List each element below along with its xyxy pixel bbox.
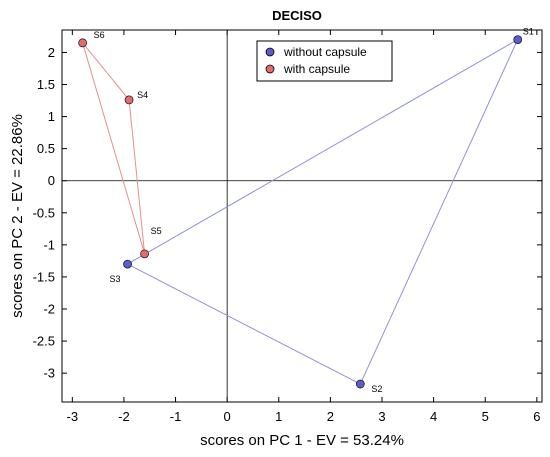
x-tick-label: 5 <box>482 409 489 424</box>
point-label-s2: S2 <box>371 384 382 394</box>
x-axis-ticks: -3 -2 -1 0 1 2 3 4 5 6 <box>67 30 540 424</box>
y-tick-label: 0 <box>48 173 55 188</box>
point-label-s3: S3 <box>110 274 121 284</box>
point-label-s4: S4 <box>137 90 148 100</box>
x-tick-label: 2 <box>327 409 334 424</box>
legend-marker-with-capsule <box>265 64 275 74</box>
point-labels: S1 S2 S3 S4 S5 S6 <box>94 27 534 394</box>
y-tick-label: -0.5 <box>33 205 55 220</box>
y-tick-label: -2.5 <box>33 334 55 349</box>
x-tick-label: 6 <box>533 409 540 424</box>
x-tick-label: -3 <box>67 409 79 424</box>
series-outlines <box>82 38 519 385</box>
y-tick-label: 1.5 <box>37 77 55 92</box>
y-axis-ticks: -3 -2.5 -2 -1.5 -1 -0.5 0 0.5 1 1.5 2 <box>33 45 542 381</box>
x-tick-label: 4 <box>430 409 437 424</box>
x-tick-label: 3 <box>378 409 385 424</box>
x-axis-label: scores on PC 1 - EV = 53.24% <box>200 432 404 449</box>
y-axis-label: scores on PC 2 - EV = 22.86% <box>9 114 26 318</box>
y-tick-label: 0.5 <box>37 141 55 156</box>
series-outline-1 <box>82 42 146 254</box>
point-label-s5: S5 <box>151 226 162 236</box>
plot-area-frame <box>61 29 543 403</box>
y-tick-label: -2 <box>43 302 55 317</box>
legend-box <box>256 40 393 82</box>
x-tick-label: 1 <box>275 409 282 424</box>
legend-marker-without-capsule <box>265 47 275 57</box>
data-point-s5 <box>140 249 149 259</box>
point-label-s1: S1 <box>523 27 534 37</box>
data-point-s4 <box>124 95 134 105</box>
legend-label-without-capsule: without capsule <box>283 45 367 59</box>
y-tick-label: 2 <box>48 45 55 60</box>
reference-lines <box>62 30 542 402</box>
y-tick-label: -3 <box>43 366 55 381</box>
x-tick-label: 0 <box>224 409 231 424</box>
data-point-s3 <box>123 259 132 269</box>
data-points <box>78 35 523 389</box>
x-tick-label: -1 <box>170 409 182 424</box>
data-point-s2 <box>355 379 365 389</box>
data-point-s6 <box>78 38 88 48</box>
point-label-s6: S6 <box>94 30 105 40</box>
legend-label-with-capsule: with capsule <box>283 62 350 76</box>
y-tick-label: -1.5 <box>33 269 55 284</box>
series-outline-0 <box>126 38 519 385</box>
y-tick-label: 1 <box>48 109 55 124</box>
chart-title: DECISO <box>272 8 322 23</box>
legend: without capsule with capsule <box>256 40 393 82</box>
y-tick-label: -1 <box>43 237 55 252</box>
data-point-s1 <box>513 35 523 45</box>
x-tick-label: -2 <box>118 409 130 424</box>
